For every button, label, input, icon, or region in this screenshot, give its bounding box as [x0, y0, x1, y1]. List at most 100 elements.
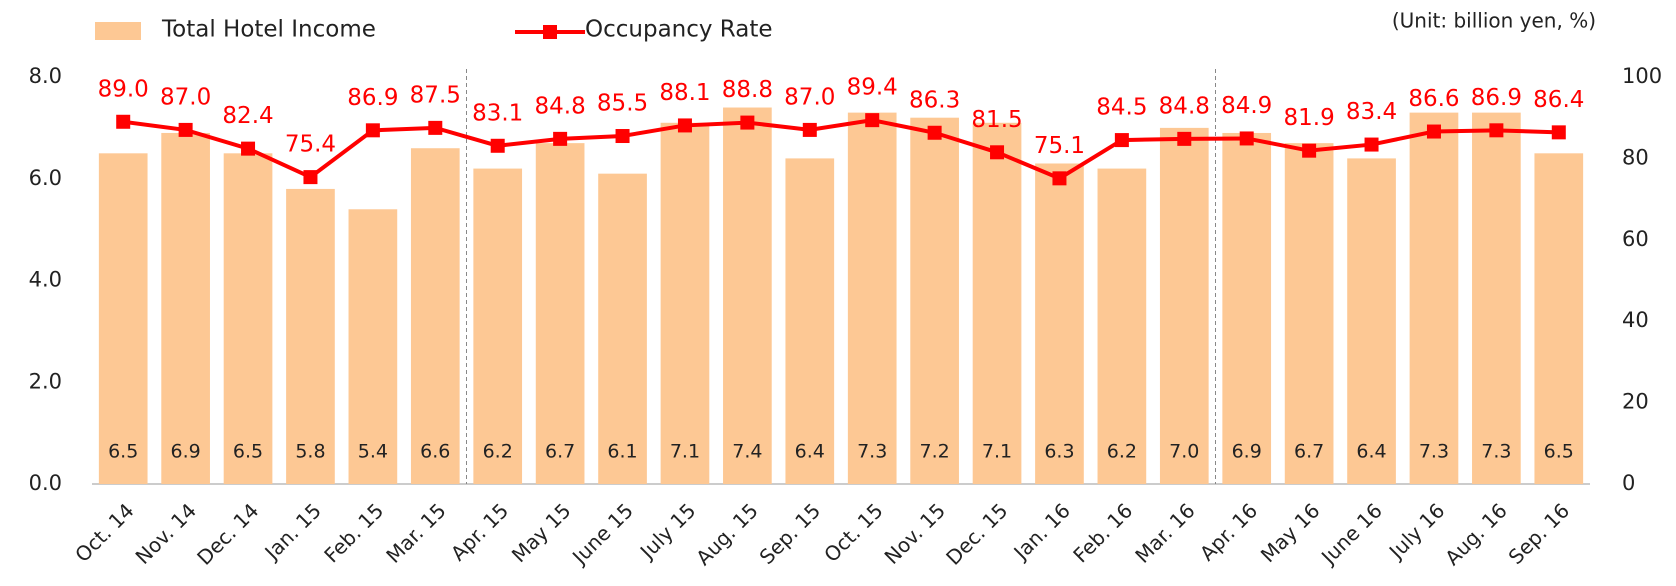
bar — [1534, 153, 1584, 484]
line-marker — [1177, 131, 1192, 146]
bar — [473, 168, 523, 484]
bar — [910, 117, 959, 484]
bar-value-label: 7.3 — [857, 441, 887, 463]
bar-value-label: 7.1 — [982, 441, 1012, 463]
line-value-label: 89.4 — [847, 75, 898, 101]
bar — [223, 153, 273, 484]
line-marker — [740, 115, 755, 130]
line-value-label: 75.1 — [1034, 133, 1085, 159]
bar — [1097, 168, 1147, 484]
line-value-label: 88.1 — [659, 80, 710, 106]
line-value-label: 84.8 — [535, 93, 586, 119]
line-value-label: 86.6 — [1408, 86, 1459, 112]
x-tick-label: Nov. 14 — [131, 498, 201, 568]
x-tick-label: Apr. 16 — [1195, 498, 1262, 565]
bar-value-label: 7.0 — [1169, 441, 1199, 463]
bar — [348, 209, 398, 484]
line-value-label: 86.9 — [347, 85, 398, 111]
bar-value-label: 6.4 — [795, 441, 825, 463]
bar — [847, 112, 897, 485]
line-marker — [1114, 133, 1129, 148]
line-marker — [865, 113, 880, 128]
line-marker — [990, 145, 1005, 160]
bar-value-label: 7.4 — [732, 441, 762, 463]
x-tick-label: Sep. 15 — [755, 498, 826, 569]
bar — [535, 143, 585, 484]
line-value-label: 89.0 — [98, 76, 149, 102]
bar — [410, 148, 460, 484]
bar — [1159, 127, 1209, 484]
line-value-label: 86.9 — [1471, 85, 1522, 111]
legend-marker — [543, 25, 557, 39]
x-tick-label: Jan. 16 — [1008, 498, 1075, 565]
x-tick-label: July 15 — [634, 498, 700, 564]
line-value-label: 83.1 — [472, 100, 523, 126]
line-marker — [1426, 124, 1441, 139]
line-value-label: 82.4 — [222, 103, 273, 129]
y-tick-label: 2.0 — [29, 369, 62, 393]
bar-value-label: 7.1 — [670, 441, 700, 463]
x-tick-label: Aug. 15 — [691, 498, 763, 570]
x-tick-label: Sep. 16 — [1504, 498, 1575, 569]
bar-value-label: 6.2 — [1107, 441, 1137, 463]
bar — [1284, 143, 1334, 484]
line-marker — [241, 141, 256, 156]
line-value-label: 81.9 — [1284, 105, 1335, 131]
line-value-label: 84.8 — [1159, 93, 1210, 119]
line-value-label: 87.0 — [160, 84, 211, 110]
y-tick-label: 8.0 — [29, 64, 62, 88]
bar-value-label: 6.7 — [1294, 441, 1324, 463]
line-marker — [303, 170, 318, 185]
bar-value-label: 6.5 — [233, 441, 263, 463]
bar — [598, 173, 647, 484]
bar — [785, 158, 835, 484]
x-tick-label: Feb. 16 — [1068, 498, 1137, 567]
x-tick-label: Aug. 16 — [1440, 498, 1512, 570]
line-value-label: 86.3 — [909, 87, 960, 113]
bar-value-label: 6.5 — [108, 441, 138, 463]
x-tick-label: Oct. 14 — [70, 498, 138, 566]
line-marker — [178, 122, 193, 137]
bar-value-label: 6.4 — [1356, 441, 1386, 463]
x-tick-label: Dec. 15 — [941, 498, 1012, 569]
line-marker — [1489, 123, 1504, 138]
bar — [660, 122, 710, 484]
line-value-label: 83.4 — [1346, 99, 1397, 125]
y2-tick-label: 0 — [1622, 471, 1635, 495]
x-tick-label: June 16 — [1315, 498, 1387, 570]
x-tick-label: Apr. 15 — [446, 498, 513, 565]
line-marker — [615, 129, 630, 144]
line-marker — [116, 114, 131, 129]
line-marker — [553, 131, 568, 146]
x-tick-label: Feb. 15 — [319, 498, 388, 567]
line-value-label: 87.5 — [410, 82, 461, 108]
y-tick-label: 0.0 — [29, 471, 62, 495]
bar-value-label: 6.9 — [171, 441, 201, 463]
line-marker — [365, 123, 380, 138]
line-marker — [1052, 171, 1067, 186]
bar-value-label: 6.1 — [607, 441, 637, 463]
bar-value-label: 6.3 — [1044, 441, 1074, 463]
x-tick-label: Dec. 14 — [192, 498, 263, 569]
x-tick-label: Jan. 15 — [259, 498, 326, 565]
line-value-label: 84.9 — [1221, 93, 1272, 119]
y-tick-label: 6.0 — [29, 166, 62, 190]
x-tick-label: May 15 — [507, 498, 576, 567]
line-marker — [490, 138, 505, 153]
line-value-label: 88.8 — [722, 77, 773, 103]
bar-value-label: 6.6 — [420, 441, 450, 463]
line-marker — [927, 125, 942, 140]
legend-swatch — [95, 22, 141, 40]
line-marker — [1364, 137, 1379, 152]
x-tick-label: Mar. 16 — [1130, 498, 1199, 567]
bar-value-label: 6.2 — [483, 441, 513, 463]
y-tick-label: 4.0 — [29, 268, 62, 292]
x-tick-label: June 15 — [566, 498, 638, 570]
x-tick-label: Nov. 15 — [880, 498, 950, 568]
bar-value-label: 6.5 — [1544, 441, 1574, 463]
line-marker — [428, 120, 443, 135]
line-value-label: 84.5 — [1096, 95, 1147, 121]
bar — [1472, 112, 1521, 485]
